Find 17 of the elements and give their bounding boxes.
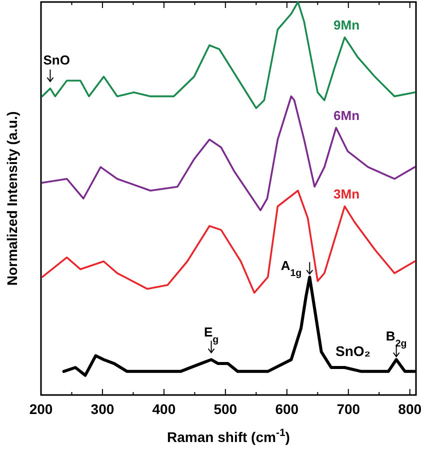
- annotation: SnO₂: [336, 343, 370, 359]
- series-label: 6Mn: [334, 108, 360, 123]
- x-tick-label: 500: [214, 401, 238, 417]
- x-axis-title: Raman shift (cm$^{-1}$): [167, 427, 290, 445]
- x-tick-label: 800: [398, 401, 421, 417]
- x-tick-label: 600: [275, 401, 299, 417]
- y-axis-title: Normalized Intensity (a.u.): [4, 111, 20, 286]
- x-tick-label: 700: [336, 401, 360, 417]
- annotation: E$_{g}$: [204, 324, 219, 346]
- x-tick-label: 300: [90, 401, 114, 417]
- annotation: SnO: [43, 52, 70, 68]
- x-tick-label: 400: [152, 401, 176, 417]
- annotation: B$_{2g}$: [386, 328, 407, 350]
- x-tick-label: 200: [29, 401, 53, 417]
- series-label: 3Mn: [334, 186, 360, 202]
- annotation: A$_{1g}$: [280, 258, 302, 279]
- series-label: 9Mn: [334, 17, 360, 32]
